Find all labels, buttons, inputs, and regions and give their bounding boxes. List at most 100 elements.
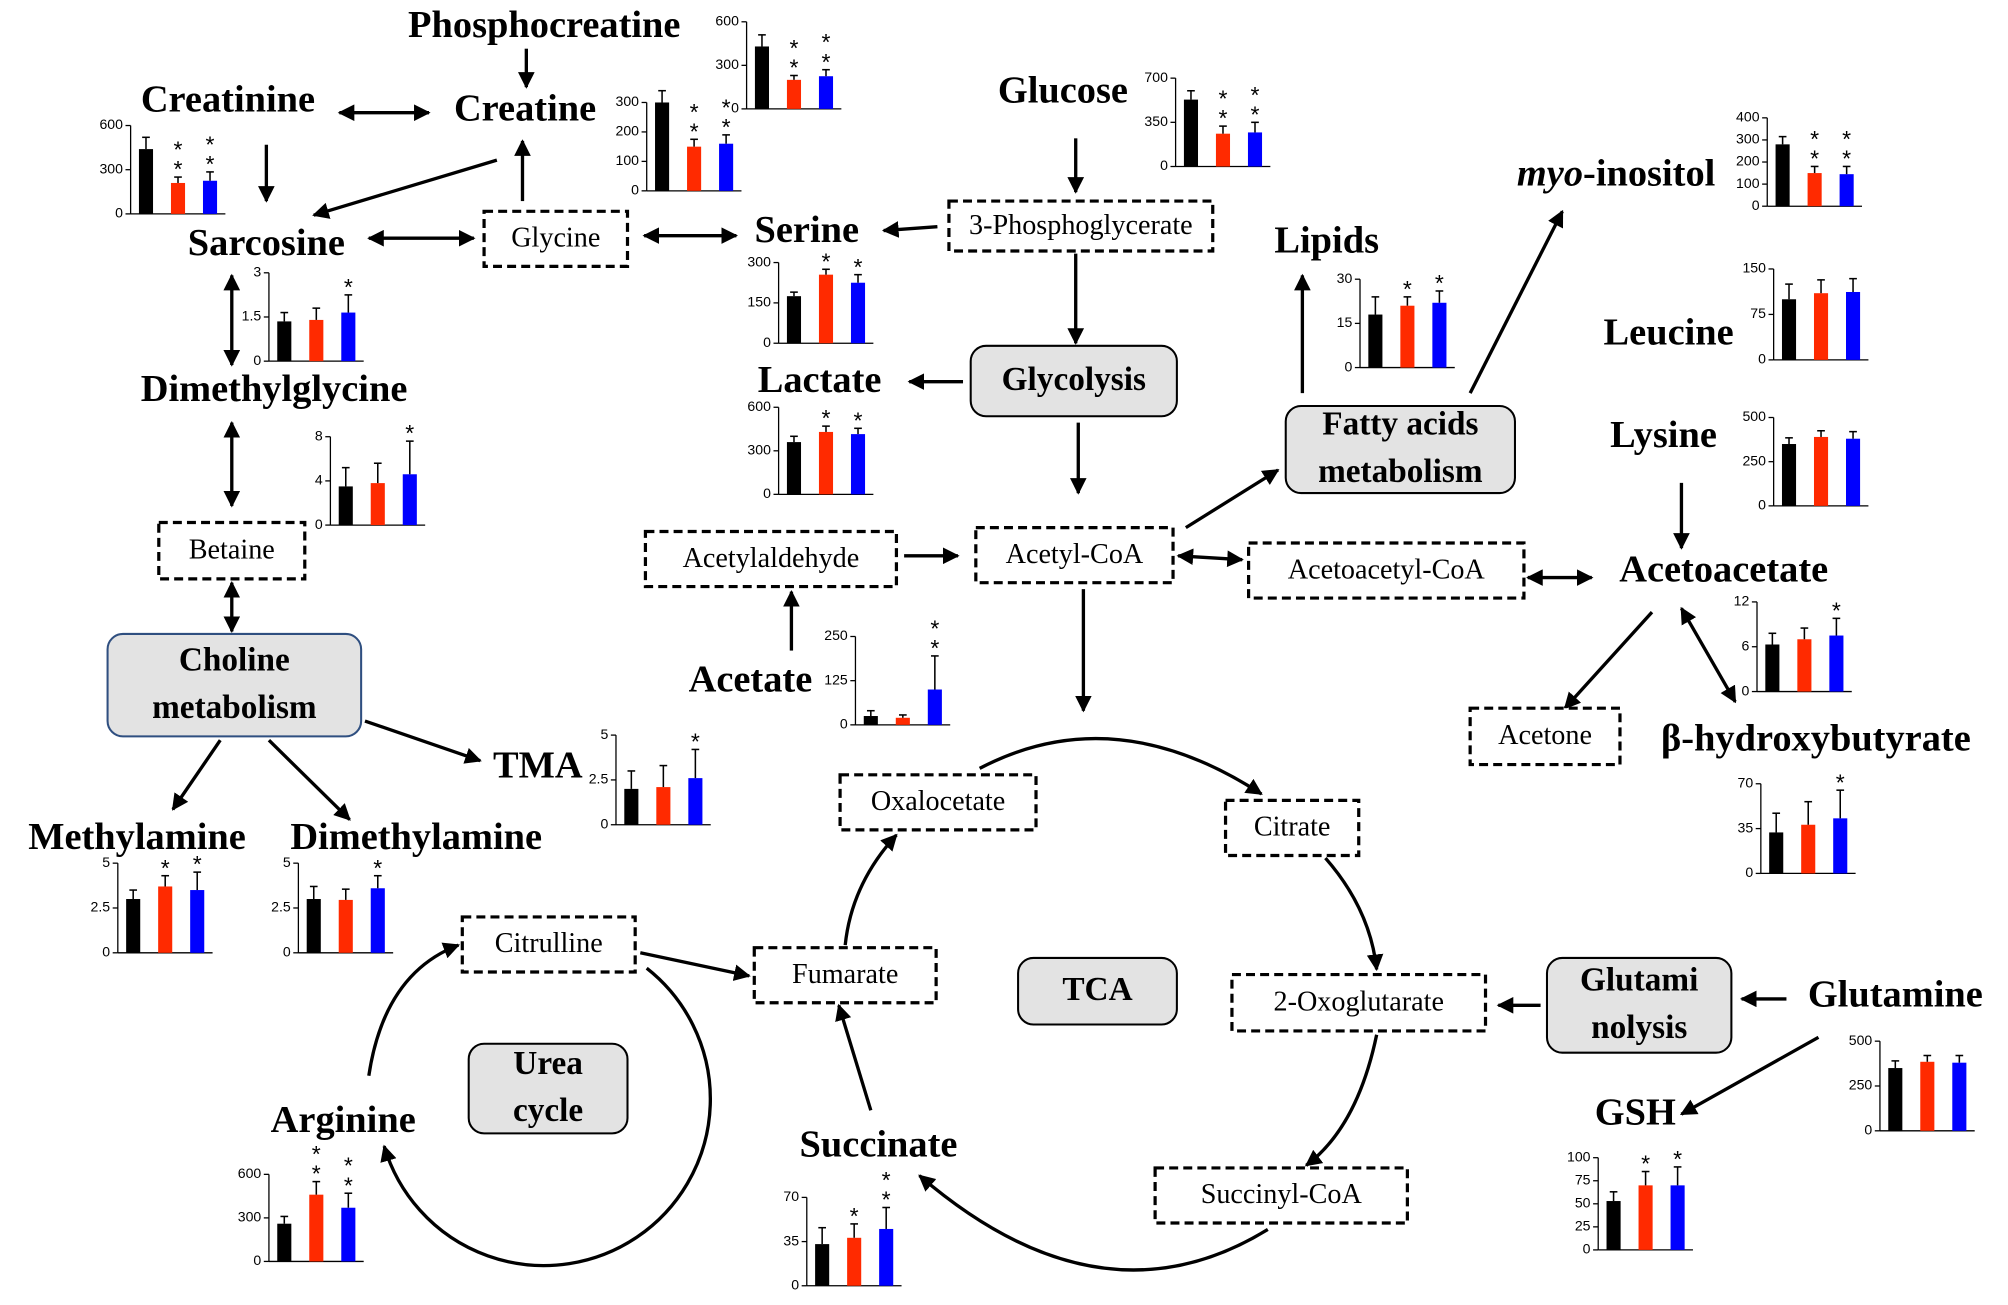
y-tick-label: 35: [1737, 819, 1753, 835]
error-bar: [1842, 165, 1851, 175]
metabolite-label: Acetoacetate: [1619, 548, 1828, 590]
error-bar: [312, 307, 321, 320]
metabolite-box: [643, 529, 899, 589]
y-tick-label: 0: [1160, 157, 1168, 173]
error-bar: [1219, 125, 1227, 134]
metabolite-box-label: Acetyl-CoA: [1006, 539, 1144, 570]
significance-star: *: [152, 855, 178, 875]
y-tick-label: 300: [747, 442, 771, 458]
error-bar: [174, 176, 182, 183]
y-tick-label: 0: [763, 485, 771, 501]
y-tick-label: 600: [238, 1165, 262, 1181]
metabolite-label: Lipids: [1274, 219, 1379, 261]
error-bar: [1187, 90, 1195, 100]
metabolite-box-label: 3-Phosphoglycerate: [969, 210, 1193, 241]
error-bar: [1785, 283, 1793, 300]
arrow: [312, 158, 498, 219]
y-tick-label: 0: [1741, 682, 1749, 698]
bar: [687, 146, 702, 191]
error-bar: [206, 171, 214, 181]
bar: [624, 788, 639, 825]
error-bar: [790, 291, 798, 297]
y-tick-label: 0: [1864, 1122, 1872, 1138]
bar: [370, 888, 385, 953]
metabolite-name: Creatinine: [141, 78, 315, 120]
y-tick-label: 100: [1736, 175, 1760, 191]
metabolite-label: Creatinine: [141, 78, 315, 120]
metabolite-label: Lactate: [758, 359, 882, 401]
bar: [850, 282, 866, 344]
y-tick-label: 250: [1849, 1077, 1873, 1093]
metabolite-name: Lipids: [1274, 219, 1379, 261]
y-tick-label: 0: [631, 182, 639, 198]
significance-star: **: [873, 1167, 899, 1206]
error-bar: [373, 462, 382, 484]
error-bar: [790, 435, 798, 443]
error-bar: [758, 34, 766, 47]
error-bar: [1891, 1060, 1900, 1069]
arrow: [1680, 606, 1737, 704]
y-tick-label: 0: [1583, 1241, 1591, 1257]
bar: [1765, 644, 1780, 692]
y-tick-label: 8: [315, 427, 323, 443]
y-tick-label: 500: [1849, 1032, 1873, 1048]
error-bar: [405, 440, 414, 475]
metabolite-name: Lysine: [1610, 414, 1717, 456]
metabolite-box-label: Citrulline: [495, 928, 603, 959]
significance-star: **: [197, 131, 223, 170]
significance-star: *: [365, 855, 391, 875]
bar: [1781, 299, 1797, 360]
error-bar: [854, 273, 862, 283]
metabolite-box-label: Fumarate: [792, 959, 898, 990]
bar: [338, 899, 353, 953]
y-tick-label: 5: [102, 854, 110, 870]
error-bar: [341, 888, 350, 900]
significance-star: **: [681, 99, 707, 138]
bar: [277, 1223, 292, 1262]
metabolite-box: [752, 946, 938, 1005]
significance-star: **: [1834, 126, 1860, 165]
bar: [138, 149, 154, 214]
arrow: [1563, 611, 1654, 710]
metabolite-box: [838, 773, 1038, 832]
error-bar: [854, 427, 862, 435]
error-bar: [1772, 812, 1781, 833]
y-tick-label: 200: [1736, 153, 1760, 169]
y-tick-label: 6: [1741, 637, 1749, 653]
bar: [863, 716, 878, 725]
metabolite-name: Acetoacetate: [1619, 548, 1828, 590]
bar: [786, 442, 802, 495]
error-bar: [312, 1180, 321, 1195]
y-tick-label: 150: [747, 294, 771, 310]
metabolite-name: Creatine: [454, 87, 596, 129]
y-tick-label: 30: [1337, 270, 1353, 286]
metabolite-label: β-hydroxybutyrate: [1661, 717, 1971, 759]
arrow: [1679, 1035, 1820, 1116]
significance-star: *: [1823, 597, 1849, 617]
significance-star: *: [813, 405, 839, 425]
pathway-label: cycle: [513, 1092, 583, 1129]
y-tick-label: 300: [616, 93, 640, 109]
bar: [341, 312, 356, 362]
error-bar: [161, 874, 170, 887]
bar: [1813, 293, 1829, 360]
error-bar: [1768, 632, 1777, 645]
metabolite-box-label: Acetylaldehyde: [683, 543, 860, 574]
error-bar: [659, 764, 668, 788]
error-bar: [1804, 800, 1813, 825]
bar: [402, 474, 417, 526]
metabolite-box: [1230, 972, 1488, 1033]
arrow: [267, 739, 351, 821]
y-tick-label: 100: [616, 152, 640, 168]
pathway-box: [1017, 956, 1178, 1026]
y-tick-label: 0: [115, 205, 123, 221]
metabolite-label: Phosphocreatine: [408, 4, 680, 46]
bar: [655, 102, 670, 191]
bar: [306, 899, 321, 953]
metabolite-name: TMA: [493, 744, 583, 786]
pathway-label: metabolism: [1318, 453, 1483, 490]
metabolite-label: Methylamine: [28, 816, 246, 858]
arrow: [364, 719, 482, 764]
y-tick-label: 250: [824, 627, 848, 643]
error-bar: [866, 709, 875, 717]
